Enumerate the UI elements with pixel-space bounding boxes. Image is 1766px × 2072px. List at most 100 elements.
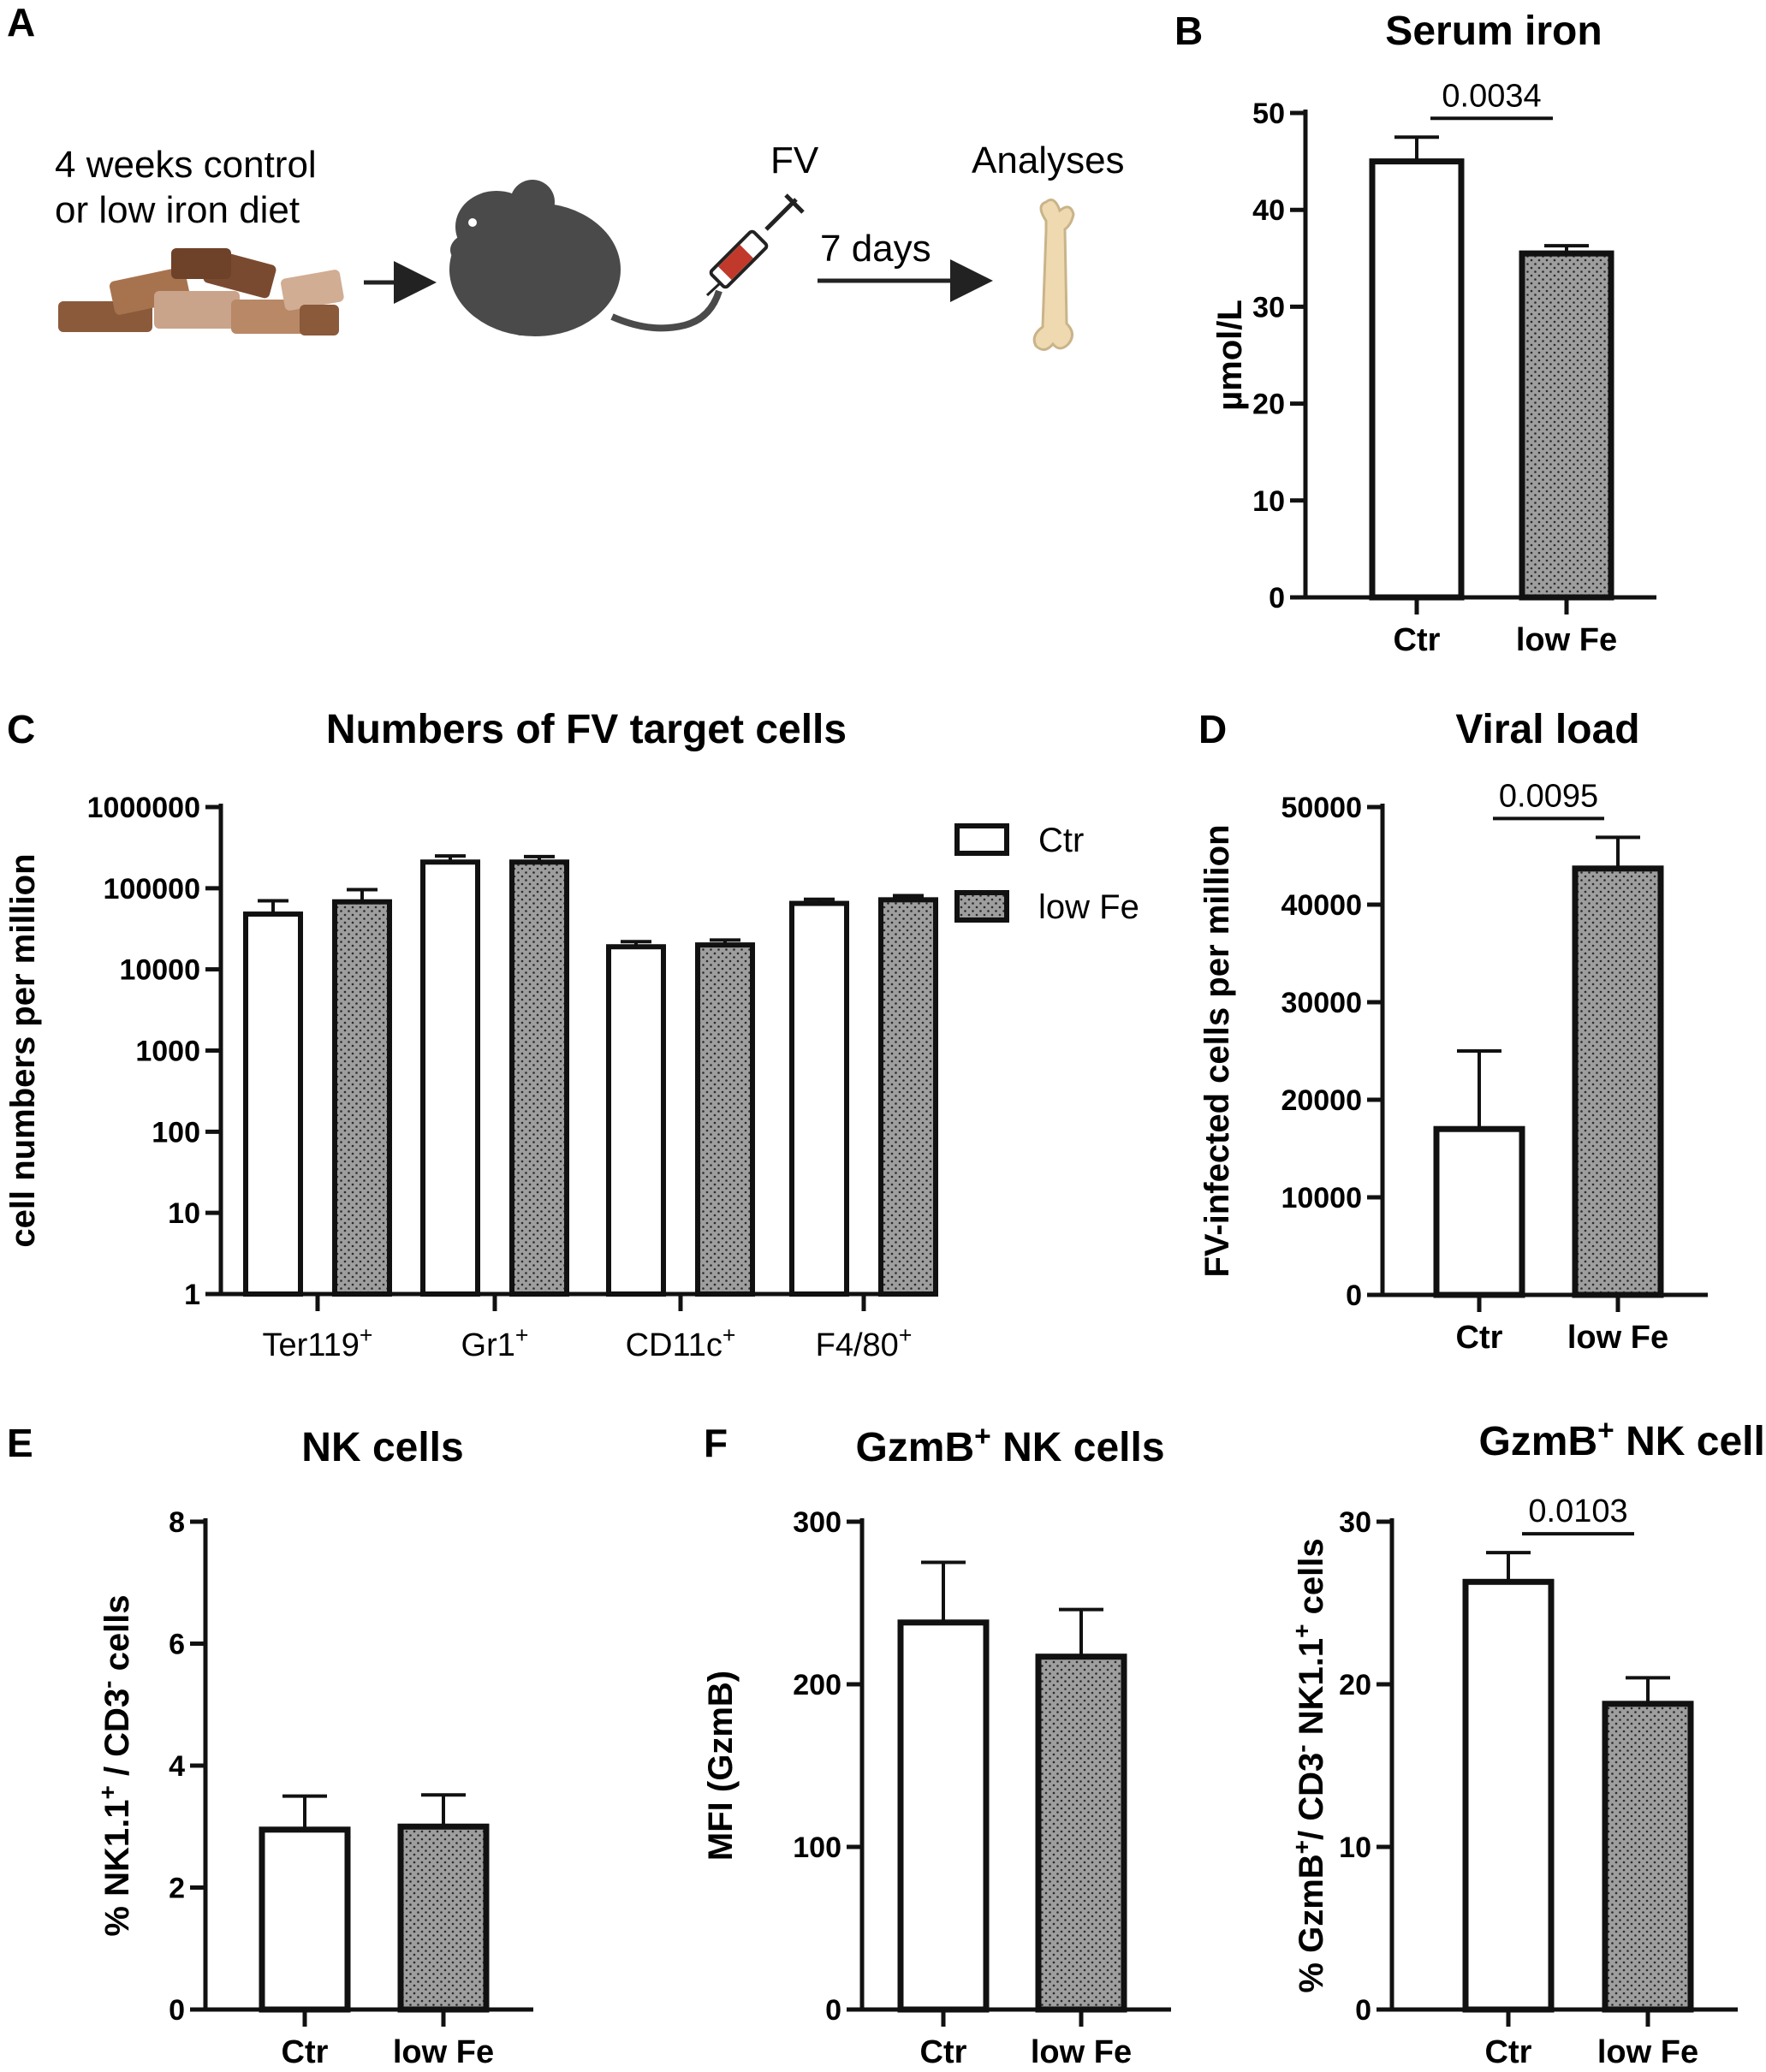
panel-label-b: B [1174,9,1203,53]
y-tick-label: 1000 [135,1036,200,1068]
chart-title: GzmB+ NK cells [855,1421,1164,1471]
y-tick-label: 50000 [1281,792,1362,824]
interval-label: 7 days [820,228,931,270]
y-tick-label: 40 [1252,194,1285,227]
bar-lowfe [332,899,392,1297]
bar-ctr [243,911,303,1297]
mouse-icon [449,180,722,336]
y-tick-label: 100 [152,1116,200,1149]
y-tick-label: 6 [169,1629,185,1661]
bar-ctr [606,944,666,1297]
y-tick-label: 1 [184,1279,200,1311]
bar-ctr [259,1826,351,2013]
panel-label-f: F [704,1421,728,1465]
bar-lowfe [878,897,938,1297]
x-tick-label: Ctr [1485,2034,1532,2070]
panel-label-e: E [7,1421,33,1465]
y-tick-label: 0 [1269,582,1285,614]
x-tick-label: CD11c+ [626,1322,736,1363]
y-axis-label: % NK1.1+ / CD3- cells [94,1594,137,1936]
legend-label-lowfe: low Fe [1038,888,1139,926]
y-tick-label: 30000 [1281,987,1362,1019]
y-tick-label: 300 [793,1506,841,1539]
x-tick-label: low Fe [1516,622,1617,658]
chart-title: GzmB+ NK cells [1478,1415,1766,1465]
syringe-icon [705,193,805,297]
y-tick-label: 10 [1252,485,1285,518]
y-axis-label: cell numbers per million [4,853,42,1247]
food-pellets-icon [58,248,344,335]
y-tick-label: 20000 [1281,1084,1362,1117]
x-tick-label: low Fe [1597,2034,1698,2070]
y-tick-label: 10 [1339,1832,1371,1864]
bar-ctr [789,900,849,1297]
y-axis-label: % GzmB+/ CD3- NK1.1+ cells [1288,1538,1331,1992]
y-tick-label: 30 [1252,291,1285,324]
bar-ctr [420,859,480,1297]
y-tick-label: 50 [1252,98,1285,130]
y-tick-label: 0 [1355,1994,1371,2027]
y-tick-label: 20 [1339,1669,1371,1701]
p-value: 0.0034 [1442,78,1541,114]
x-tick-label: low Fe [1031,2034,1132,2070]
legend-swatch-ctr [954,823,1009,856]
legend-label-ctr: Ctr [1038,822,1084,859]
y-tick-label: 1000000 [87,792,200,824]
y-tick-label: 4 [169,1750,185,1783]
y-tick-label: 40000 [1281,889,1362,922]
chart-e: NK cells % NK1.1+ / CD3- cells 0 2 4 6 8 Ctr low… [94,1425,533,2070]
chart-f1: GzmB+ NK cells MFI (GzmB) 0 100 200 300 Ctr low… [702,1421,1171,2070]
x-tick-label: F4/80+ [816,1322,913,1363]
y-tick-label: 0 [825,1994,841,2027]
analyses-label: Analyses [972,140,1125,181]
x-tick-label: Gr1+ [461,1322,529,1363]
x-tick-label: Ctr [282,2034,329,2070]
x-tick-label: Ctr [1456,1320,1503,1356]
panel-label-a: A [7,0,35,45]
bar-lowfe [397,1823,490,2013]
y-tick-label: 0 [1346,1279,1362,1312]
p-value: 0.0103 [1528,1493,1627,1529]
chart-b: Serum iron µmol/L 0 10 20 30 40 50 Ctr low Fe 0.00… [1211,9,1656,658]
y-tick-label: 8 [169,1506,185,1539]
mouse-eye [468,218,477,227]
chart-f2: GzmB+ NK cells % GzmB+/ CD3- NK1.1+ cells… [1288,1415,1766,2071]
chart-title: Viral load [1455,707,1639,752]
y-axis-label: µmol/L [1211,300,1249,411]
y-axis-label: FV-infected cells per million [1198,824,1236,1277]
schematic: 4 weeks control or low iron diet FV [55,140,1125,351]
chart-title: NK cells [301,1425,463,1470]
x-tick-label: low Fe [1567,1320,1668,1356]
y-tick-label: 2 [169,1873,185,1905]
panel-label-d: D [1198,707,1227,751]
y-tick-label: 100000 [104,873,200,905]
diet-label-line1: 4 weeks control [55,144,317,186]
y-tick-label: 10000 [119,954,200,987]
bar-lowfe [1035,1653,1127,2013]
bar-lowfe [1519,250,1614,601]
chart-title: Numbers of FV target cells [326,707,847,752]
x-tick-label: Ter119+ [263,1322,373,1363]
y-tick-label: 100 [793,1832,841,1864]
y-tick-label: 30 [1339,1506,1371,1539]
chart-c: Numbers of FV target cells cell numbers p… [4,707,938,1363]
bar-ctr [1433,1125,1525,1298]
x-tick-label: low Fe [393,2034,494,2070]
bar-ctr [897,1619,990,2013]
y-tick-label: 10 [168,1197,200,1230]
diet-label-line2: or low iron diet [55,189,300,231]
x-tick-label: Ctr [920,2034,967,2070]
y-tick-label: 200 [793,1669,841,1701]
bar-lowfe [1602,1701,1694,2013]
panel-label-c: C [7,707,35,751]
bar-ctr [1369,158,1465,601]
chart-d: Viral load FV-infected cells per million 0… [1198,707,1708,1356]
x-tick-label: Ctr [1394,622,1441,658]
p-value: 0.0095 [1499,778,1598,814]
legend-c: Ctr low Fe [954,822,1139,926]
bar-ctr [1462,1578,1555,2013]
bar-lowfe [1572,865,1664,1298]
legend-swatch-lowfe [954,890,1009,923]
